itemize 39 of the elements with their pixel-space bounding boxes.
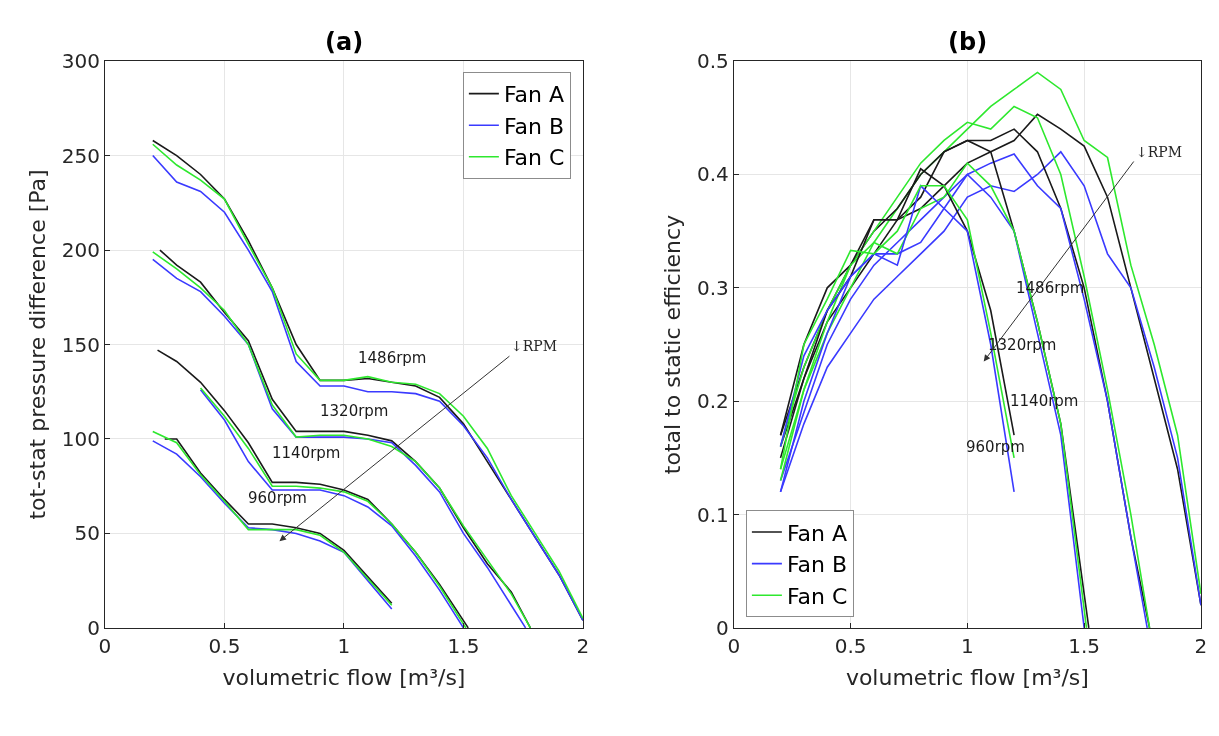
x-tick-label: 1.5 [1068, 633, 1101, 658]
x-tick-label: 1 [337, 633, 351, 658]
y-tick-label: 0.4 [697, 162, 729, 187]
y-tick-label: 0.1 [697, 502, 729, 527]
y-tick-label: 0 [716, 615, 729, 640]
y-tick-label: 250 [61, 143, 100, 168]
y-tick-label: 150 [61, 332, 100, 357]
y-tick-label: 0.2 [697, 389, 729, 414]
legend-label: Fan A [503, 82, 564, 108]
y-tick-label: 0 [87, 615, 100, 640]
x-tick-label: 1 [961, 633, 974, 658]
y-tick-label: 300 [61, 49, 100, 74]
annotation: 960rpm [248, 489, 307, 507]
y-tick-label: 0.5 [697, 49, 729, 74]
x-tick-label: 0.5 [208, 633, 241, 658]
y-tick-label: 50 [74, 521, 100, 546]
x-tick-label: 2 [1194, 633, 1208, 658]
x-axis-title: volumetric flow [m³/s] [222, 664, 466, 690]
y-tick-label: 0.3 [697, 275, 729, 300]
annotation: ↓RPM [511, 338, 558, 354]
legend-label: Fan B [786, 552, 848, 578]
legend-label: Fan C [503, 145, 565, 171]
annotation: 1140rpm [272, 444, 341, 462]
y-tick-label: 100 [61, 426, 100, 451]
x-axis-title: volumetric flow [m³/s] [845, 664, 1089, 690]
x-tick-label: 1.5 [447, 633, 480, 658]
legend-label: Fan B [503, 113, 565, 139]
legend-label: Fan A [786, 520, 847, 546]
legend-label: Fan C [786, 583, 848, 609]
chart-title: (a) [325, 28, 364, 56]
x-tick-label: 0.5 [834, 633, 867, 658]
y-tick-label: 200 [61, 238, 100, 263]
annotation: 1320rpm [320, 402, 389, 420]
annotation: 1486rpm [358, 349, 427, 367]
annotation: ↓RPM [1136, 144, 1183, 160]
y-axis-title: tot-stat pressure difference [Pa] [24, 169, 50, 520]
chart-title: (b) [948, 28, 988, 56]
x-tick-label: 2 [576, 633, 590, 658]
y-axis-title: total to static efficiency [659, 214, 685, 475]
